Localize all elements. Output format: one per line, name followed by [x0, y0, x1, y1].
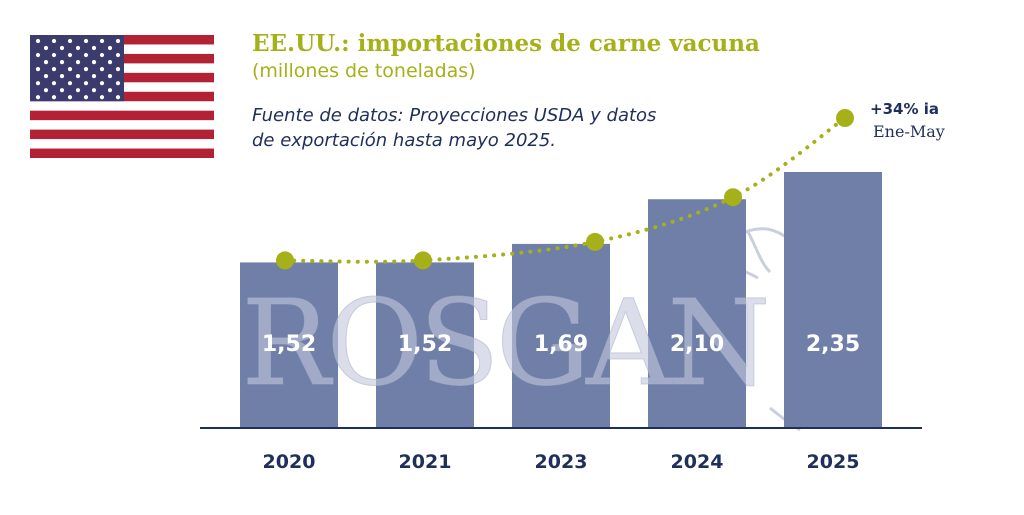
chart-subtitle: (millones de toneladas)	[252, 60, 476, 82]
x-axis-tick-labels: 2020 2021 2023 2024 2025	[263, 451, 860, 473]
trend-marker-2020	[276, 251, 294, 270]
x-tick-2020: 2020	[263, 451, 316, 473]
trend-marker-2021	[414, 251, 432, 270]
value-label-2025: 2,35	[806, 332, 860, 357]
trend-marker-2024	[724, 188, 742, 207]
bar-2020	[240, 262, 338, 428]
value-labels-layer: 1,52 1,52 1,69 2,10 2,35	[262, 332, 860, 357]
value-label-2021: 1,52	[398, 332, 452, 357]
growth-annotation-period: Ene-May	[873, 122, 945, 141]
data-source-note: Fuente de datos: Proyecciones USDA y dat…	[252, 105, 657, 151]
bar-2021	[376, 262, 474, 428]
x-tick-2021: 2021	[399, 451, 452, 473]
bar-2023	[512, 243, 610, 428]
value-label-2024: 2,10	[670, 332, 724, 357]
trend-line-layer	[276, 109, 854, 270]
us-flag-icon	[30, 35, 214, 158]
x-tick-2023: 2023	[535, 451, 588, 473]
chart-title: EE.UU.: importaciones de carne vacuna	[252, 30, 760, 57]
bar-2024	[648, 199, 746, 428]
value-label-2023: 1,69	[534, 332, 588, 357]
value-label-2020: 1,52	[262, 332, 316, 357]
x-tick-2025: 2025	[807, 451, 860, 473]
trend-marker-2025	[836, 109, 854, 127]
bars-layer	[240, 172, 882, 428]
growth-annotation: +34% ia	[870, 100, 939, 118]
bar-2025	[784, 172, 882, 428]
watermark-text: ROSGAN	[241, 274, 766, 412]
x-tick-2024: 2024	[671, 451, 724, 473]
trend-marker-2023	[586, 232, 604, 251]
